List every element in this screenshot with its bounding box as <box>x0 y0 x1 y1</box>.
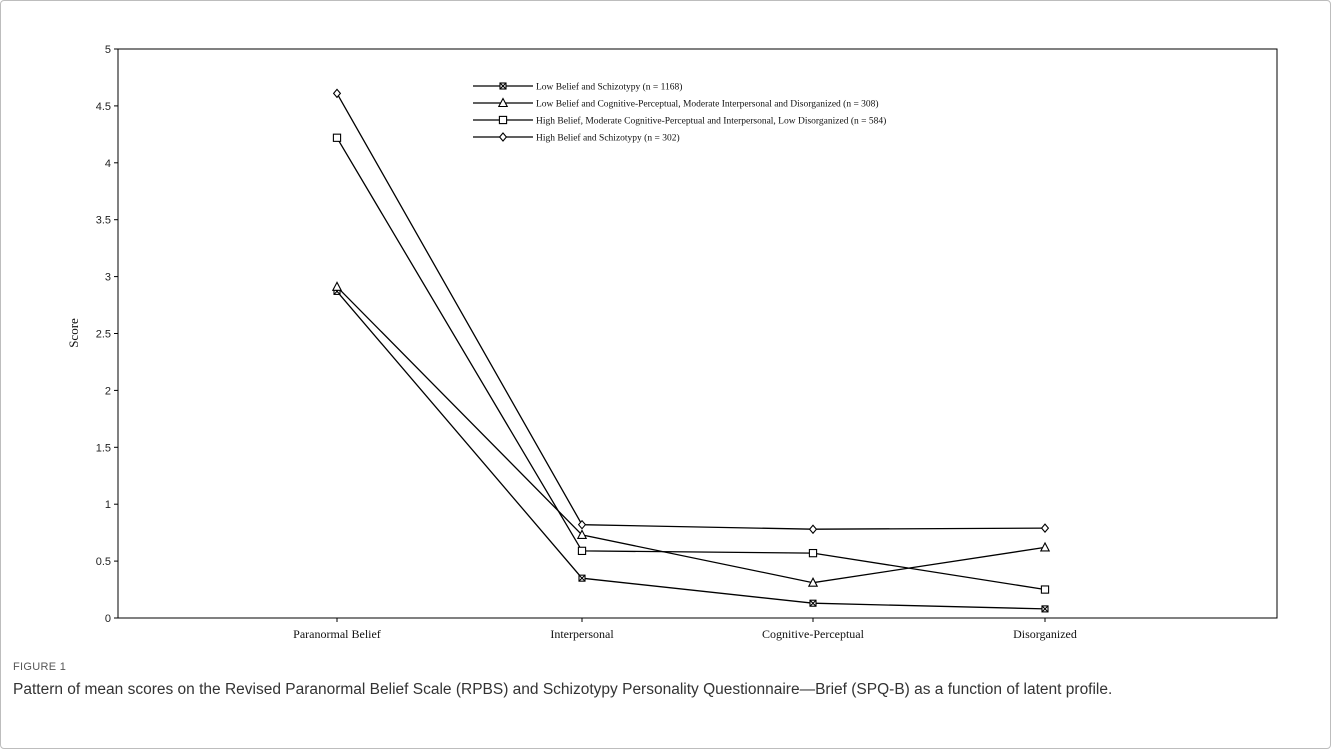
data-point <box>808 524 818 535</box>
x-tick-label: Disorganized <box>1013 627 1077 641</box>
legend-entry: Low Belief and Schizotypy (n = 1168) <box>473 82 682 93</box>
data-point-cross <box>809 599 817 607</box>
y-tick-label: 2 <box>105 385 111 397</box>
figure-caption: Pattern of mean scores on the Revised Pa… <box>13 681 1113 698</box>
data-point-cross <box>578 574 586 582</box>
y-tick-label: 1.5 <box>96 442 111 454</box>
data-point <box>577 519 587 530</box>
data-point <box>1039 541 1051 552</box>
y-tick-label: 0.5 <box>96 556 111 568</box>
data-point <box>576 529 588 539</box>
data-point <box>1041 605 1049 613</box>
legend-label: High Belief, Moderate Cognitive-Perceptu… <box>536 116 886 127</box>
x-axis-ticks: Paranormal Belief Interpersonal Cognitive-… <box>293 618 1077 641</box>
y-axis-label: Score <box>66 318 81 348</box>
series-line <box>336 290 1046 610</box>
y-tick-label: 3 <box>105 272 111 284</box>
data-point <box>578 574 586 582</box>
y-axis-ticks: 0 0.5 1 1.5 2 2.5 3 3.5 4 4.5 5 <box>96 44 118 625</box>
x-tick-label: Cognitive-Perceptual <box>762 627 865 641</box>
data-point <box>331 281 343 291</box>
series-triangle <box>331 281 1051 587</box>
legend-label: Low Belief and Schizotypy (n = 1168) <box>536 82 682 93</box>
data-point <box>1040 523 1050 533</box>
data-point <box>808 548 818 558</box>
figure-label: FIGURE 1 <box>13 661 67 673</box>
legend-label: High Belief and Schizotypy (n = 302) <box>536 133 680 144</box>
y-tick-label: 3.5 <box>96 215 111 227</box>
data-point <box>498 132 508 142</box>
legend-label: Low Belief and Cognitive-Perceptual, Mod… <box>536 99 879 110</box>
data-point <box>497 97 509 108</box>
data-point <box>332 88 342 99</box>
legend-entry: High Belief, Moderate Cognitive-Perceptu… <box>473 116 886 127</box>
data-point <box>807 577 819 587</box>
x-tick-label: Interpersonal <box>550 627 614 641</box>
legend-entry: Low Belief and Cognitive-Perceptual, Mod… <box>473 97 879 110</box>
data-point-cross <box>499 82 507 90</box>
y-tick-label: 5 <box>105 44 111 56</box>
series-line <box>336 286 1046 584</box>
data-point-cross <box>1041 605 1049 613</box>
plot-area-border <box>117 48 1278 619</box>
series-line <box>336 93 1046 530</box>
y-tick-label: 0 <box>105 613 111 625</box>
series-layer <box>331 88 1051 613</box>
legend-entry: High Belief and Schizotypy (n = 302) <box>473 132 680 144</box>
series-x-square <box>333 287 1049 613</box>
data-point <box>499 82 507 90</box>
data-point <box>809 599 817 607</box>
data-point <box>498 115 508 125</box>
y-tick-label: 1 <box>105 499 111 511</box>
y-tick-label: 4 <box>105 158 111 170</box>
data-point <box>577 546 587 556</box>
data-point <box>332 133 342 142</box>
series-square <box>332 133 1050 594</box>
y-tick-label: 4.5 <box>96 101 111 113</box>
data-point <box>1040 585 1050 594</box>
series-diamond <box>332 88 1050 535</box>
x-tick-label: Paranormal Belief <box>293 627 381 641</box>
chart-axes <box>117 48 1278 619</box>
legend: Low Belief and Schizotypy (n = 1168) Low … <box>473 82 886 144</box>
line-chart: 0 0.5 1 1.5 2 2.5 3 3.5 4 4.5 5 Paranormal Belief I… <box>66 44 1278 641</box>
y-tick-label: 2.5 <box>96 329 111 341</box>
series-line <box>336 137 1046 591</box>
